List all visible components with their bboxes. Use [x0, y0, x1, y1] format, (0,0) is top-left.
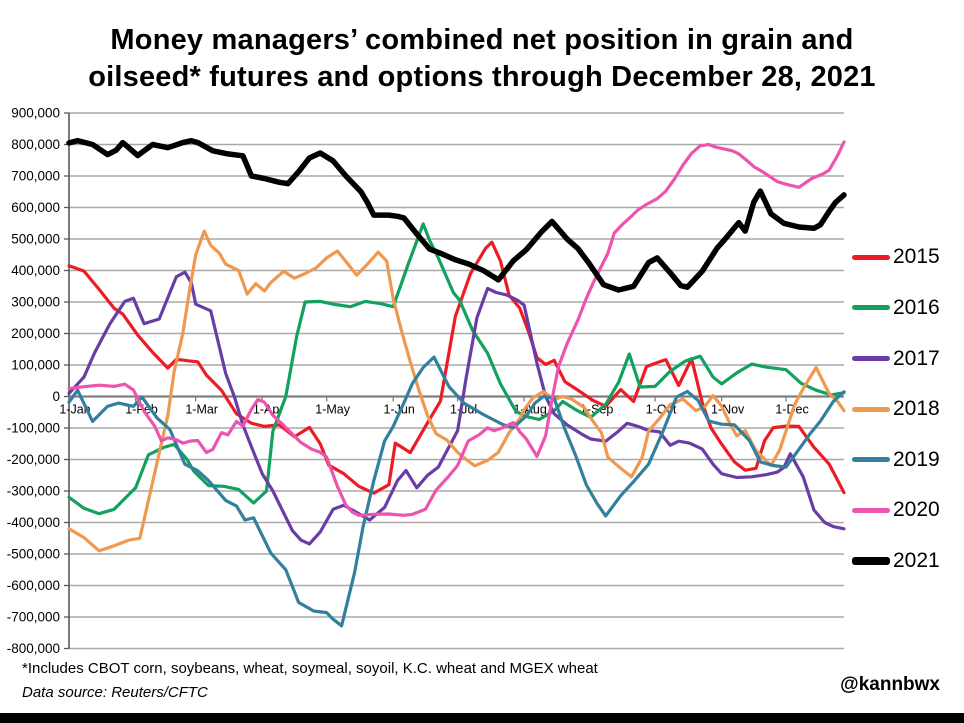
chart-title: Money managers’ combined net position in… [10, 22, 954, 96]
series-line-2017 [67, 270, 846, 546]
x-tick-label: 1-Mar [185, 403, 218, 417]
y-tick-label: 600,000 [11, 200, 60, 215]
y-tick-label: 700,000 [11, 169, 60, 184]
legend-label-2019: 2019 [893, 447, 940, 471]
x-tick-label: 1-Jan [59, 403, 90, 417]
y-tick-label: 100,000 [11, 358, 60, 373]
legend-item-2021: 2021 [852, 548, 940, 574]
legend-swatch-2017 [852, 356, 890, 361]
y-tick-label: 800,000 [11, 137, 60, 152]
legend-label-2021: 2021 [893, 549, 940, 572]
y-tick-label: 300,000 [11, 295, 60, 310]
bottom-bar [0, 713, 964, 723]
legend-item-2019: 2019 [852, 447, 940, 473]
y-tick-label: -100,000 [7, 421, 60, 436]
legend-swatch-2016 [852, 305, 890, 310]
data-source: Data source: Reuters/CFTC [22, 684, 208, 701]
y-tick-label: -700,000 [7, 610, 60, 625]
legend-item-2018: 2018 [852, 396, 940, 422]
legend-label-2016: 2016 [893, 295, 940, 319]
chart-title-line2: oilseed* futures and options through Dec… [88, 61, 876, 94]
legend-item-2015: 2015 [852, 244, 940, 270]
y-tick-label: 900,000 [11, 106, 60, 121]
series-line-2019 [67, 355, 846, 628]
series-line-2016 [67, 222, 846, 516]
legend-label-2017: 2017 [893, 346, 940, 370]
legend-swatch-2019 [852, 457, 890, 462]
y-tick-label: -600,000 [7, 578, 60, 593]
legend-label-2018: 2018 [893, 397, 940, 420]
legend-swatch-2018 [852, 406, 890, 412]
x-tick-label: 1-May [315, 403, 350, 417]
legend-label-2015: 2015 [893, 245, 940, 268]
legend-swatch-2021 [852, 557, 890, 565]
chart-title-line1: Money managers’ combined net position in… [110, 24, 854, 56]
y-tick-label: 0 [52, 389, 60, 404]
series-line-2020 [67, 140, 846, 517]
y-tick-label: 400,000 [11, 263, 60, 278]
legend-label-2020: 2020 [893, 498, 940, 521]
y-tick-label: 500,000 [11, 232, 60, 247]
y-tick-label: -200,000 [7, 452, 60, 467]
legend-item-2020: 2020 [852, 497, 940, 523]
legend-swatch-2015 [852, 254, 890, 260]
footnote: *Includes CBOT corn, soybeans, wheat, so… [22, 660, 598, 677]
legend-swatch-2020 [852, 507, 890, 513]
chart-legend: 2015 2016 2017 2018 2019 2020 2021 [852, 0, 962, 600]
series-line-2018 [67, 229, 846, 553]
y-tick-label: -400,000 [7, 515, 60, 530]
y-tick-label: 200,000 [11, 326, 60, 341]
twitter-handle: @kannbwx [840, 674, 940, 695]
series-line-2021 [66, 137, 847, 293]
legend-item-2016: 2016 [852, 295, 940, 321]
x-tick-label: 1-Nov [711, 403, 745, 417]
y-tick-label: -300,000 [7, 484, 60, 499]
y-tick-label: -500,000 [7, 547, 60, 562]
series-line-2015 [67, 240, 846, 495]
y-tick-label: -800,000 [7, 641, 60, 656]
legend-item-2017: 2017 [852, 346, 940, 372]
y-axis-labels: 900,000 800,000 700,000 600,000 500,000 400,0… [7, 106, 60, 657]
